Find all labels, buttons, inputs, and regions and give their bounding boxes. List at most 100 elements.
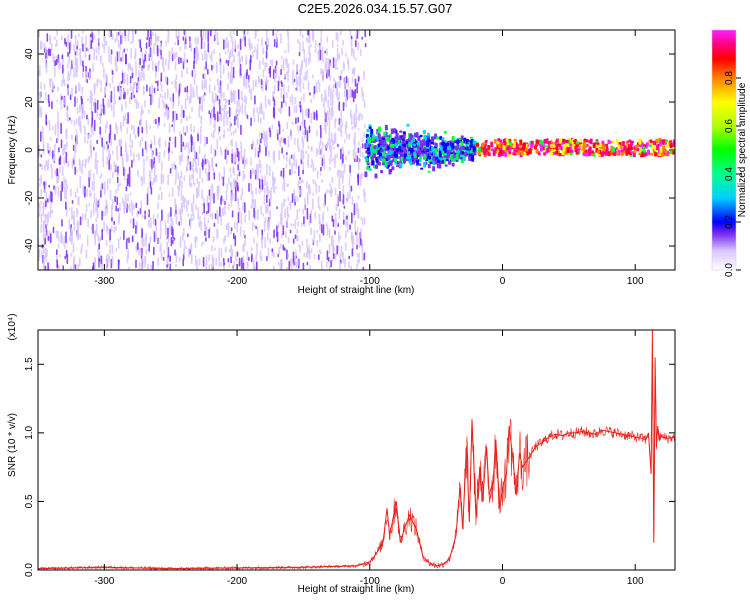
heatmap-cell [361, 36, 363, 40]
heatmap-cell [582, 153, 586, 156]
heatmap-cell [251, 253, 253, 260]
heatmap-cell [103, 87, 106, 97]
heatmap-cell [523, 152, 527, 156]
heatmap-cell [214, 213, 217, 220]
heatmap-cell [332, 140, 334, 147]
heatmap-cell [103, 144, 106, 150]
heatmap-cell [96, 110, 98, 118]
heatmap-cell [260, 205, 262, 216]
snr-ylabel: SNR (10 * v/v) [7, 413, 18, 477]
heatmap-cell [73, 221, 76, 231]
heatmap-cell [139, 208, 142, 215]
heatmap-cell [40, 131, 42, 142]
heatmap-cell [121, 72, 124, 84]
heatmap-cell [67, 162, 70, 168]
heatmap-cell [267, 98, 270, 105]
heatmap-cell [348, 150, 350, 155]
heatmap-cell [134, 134, 137, 140]
y-tick-label: 1.5 [24, 357, 35, 371]
heatmap-cell [331, 235, 333, 247]
heatmap-cell [71, 200, 74, 204]
heatmap-cell [334, 154, 336, 164]
heatmap-cell [272, 96, 275, 101]
heatmap-cell [317, 79, 320, 84]
heatmap-cell [374, 173, 378, 179]
heatmap-cell [194, 69, 196, 73]
heatmap-cell [364, 30, 366, 38]
heatmap-cell [248, 39, 251, 49]
heatmap-cell [357, 195, 360, 200]
heatmap-cell [336, 86, 338, 99]
heatmap-cell [423, 162, 427, 168]
heatmap-cell [323, 154, 325, 161]
heatmap-cell [57, 86, 59, 92]
heatmap-cell [210, 50, 213, 63]
heatmap-cell [129, 96, 131, 105]
heatmap-cell [147, 186, 149, 194]
heatmap-cell [66, 140, 68, 148]
heatmap-cell [368, 143, 372, 148]
heatmap-cell [390, 128, 394, 135]
heatmap-cell [557, 143, 561, 147]
heatmap-cell [224, 205, 226, 216]
heatmap-cell [144, 210, 146, 215]
heatmap-cell [266, 142, 269, 148]
heatmap-cell [233, 130, 235, 135]
heatmap-cell [82, 65, 85, 72]
heatmap-cell [197, 216, 199, 220]
heatmap-cell [268, 150, 270, 158]
heatmap-cell [95, 159, 98, 170]
heatmap-cell [266, 164, 268, 176]
heatmap-cell [325, 94, 327, 103]
heatmap-cell [306, 160, 309, 166]
heatmap-cell [306, 180, 308, 189]
heatmap-cell [117, 40, 120, 48]
heatmap-cell [157, 213, 159, 219]
heatmap-cell [74, 51, 77, 56]
heatmap-cell [311, 158, 313, 164]
heatmap-cell [113, 168, 116, 174]
heatmap-cell [101, 183, 104, 190]
heatmap-cell [223, 92, 225, 101]
heatmap-cell [49, 136, 52, 141]
heatmap-cell [332, 157, 335, 161]
colorbar-label: Normalized spectral amplitude [737, 82, 748, 217]
heatmap-cell [159, 219, 162, 230]
heatmap-cell [208, 84, 211, 94]
heatmap-cell [90, 90, 92, 100]
snr-noise-trace [38, 361, 675, 570]
heatmap-cell [124, 30, 126, 37]
heatmap-cell [149, 158, 152, 167]
heatmap-cell [281, 147, 283, 154]
heatmap-cell [340, 245, 343, 257]
heatmap-cell [70, 119, 73, 124]
x-tick-label: 100 [627, 276, 644, 287]
heatmap-cell [44, 91, 47, 101]
heatmap-cell [120, 146, 122, 157]
heatmap-cell [327, 256, 330, 262]
heatmap-cell [188, 248, 190, 258]
heatmap-cell [171, 80, 174, 85]
heatmap-cell [44, 228, 47, 239]
heatmap-cell [87, 48, 90, 53]
heatmap-cell [51, 43, 53, 52]
heatmap-cell [361, 143, 364, 149]
heatmap-cell [329, 88, 332, 99]
heatmap-cell [230, 181, 233, 191]
heatmap-cell [81, 213, 84, 221]
heatmap-cell [79, 216, 82, 226]
heatmap-cell [354, 122, 357, 130]
heatmap-cell [146, 84, 148, 92]
heatmap-cell [174, 110, 176, 122]
heatmap-cell [650, 152, 654, 156]
heatmap-cell [328, 106, 331, 116]
heatmap-cell [237, 211, 240, 223]
heatmap-cell [116, 156, 119, 161]
heatmap-cell [181, 105, 183, 114]
heatmap-cell [124, 193, 127, 200]
heatmap-cell [167, 236, 170, 243]
heatmap-cell [101, 62, 104, 68]
heatmap-cell [69, 233, 72, 242]
heatmap-cell [330, 259, 332, 268]
heatmap-cell [213, 148, 216, 158]
